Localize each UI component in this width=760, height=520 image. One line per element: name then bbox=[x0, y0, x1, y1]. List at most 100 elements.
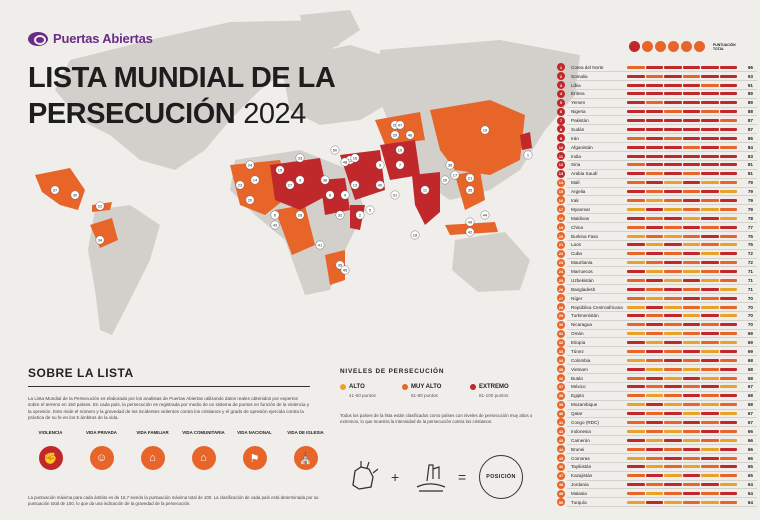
sphere-bars bbox=[627, 101, 737, 105]
levels-legend: NIVELES DE PERSECUCIÓN ALTO 41-60 puntos… bbox=[340, 368, 540, 424]
sphere-bars bbox=[627, 500, 737, 504]
country-name: Turquía bbox=[571, 499, 587, 505]
ranking-row: 24 Marruecos 71 bbox=[557, 267, 757, 276]
country-name: Níger bbox=[571, 295, 583, 301]
rank-number: 1 bbox=[557, 63, 565, 72]
map-marker-dot bbox=[450, 170, 460, 180]
ranking-row: 11 India 83 bbox=[557, 152, 757, 161]
country-name: Eritrea bbox=[571, 91, 585, 97]
sphere-bar bbox=[701, 438, 719, 442]
sphere-bar bbox=[627, 358, 645, 362]
ranking-row: 37 México 67 bbox=[557, 382, 757, 392]
sphere-bar bbox=[664, 145, 682, 149]
position-circle: POSICIÓN bbox=[479, 455, 523, 499]
map-marker-dot bbox=[245, 195, 255, 205]
sphere-bar bbox=[701, 216, 719, 220]
rank-number: 47 bbox=[557, 471, 565, 480]
ranking-row: 21 Laos 75 bbox=[557, 240, 757, 250]
map-marker: 15 bbox=[275, 165, 285, 175]
map-marker-label: 50 bbox=[333, 148, 338, 153]
sphere-bars bbox=[627, 136, 737, 140]
total-score: 68 bbox=[747, 402, 753, 408]
map-marker: 16 bbox=[350, 153, 360, 163]
rank-number: 36 bbox=[557, 374, 565, 383]
row-divider bbox=[567, 293, 757, 294]
sphere-bar bbox=[719, 323, 737, 327]
ranking-row: 10 Afganistán 84 bbox=[557, 143, 757, 152]
total-score-header: PUNTUACIÓN TOTAL bbox=[713, 42, 736, 51]
sphere-bar bbox=[627, 190, 645, 194]
map-marker: 42 bbox=[465, 227, 475, 237]
sphere-bar bbox=[627, 332, 645, 336]
sphere-bar bbox=[719, 385, 737, 389]
sphere-bar bbox=[719, 278, 737, 282]
map-marker-label: 39 bbox=[338, 263, 343, 268]
sphere-bar bbox=[664, 83, 682, 87]
sphere-bars bbox=[627, 474, 737, 478]
sphere-bar bbox=[645, 181, 663, 185]
about-section: SOBRE LA LISTA La Lista Mundial de la Pe… bbox=[28, 366, 310, 422]
sphere-bar bbox=[664, 394, 682, 398]
sphere-bar bbox=[627, 278, 645, 282]
map-marker-dot bbox=[295, 153, 305, 163]
map-marker-dot bbox=[420, 185, 430, 195]
ranking-row: 9 Irán 86 bbox=[557, 134, 757, 143]
map-marker: 4 bbox=[340, 190, 350, 200]
level-very-high-name: MUY ALTO bbox=[411, 384, 442, 390]
rank-number: 44 bbox=[557, 445, 565, 454]
country-name: Burkina Faso bbox=[571, 233, 599, 239]
map-marker-label: 27 bbox=[288, 183, 293, 188]
country-name: Myanmar bbox=[571, 206, 591, 212]
sphere-bars bbox=[627, 376, 737, 380]
row-divider bbox=[567, 408, 757, 410]
country-name: Mozambique bbox=[571, 402, 598, 408]
map-marker-label: 35 bbox=[468, 188, 473, 193]
country-name: Vietnam bbox=[571, 366, 588, 372]
country-name: Sudán bbox=[571, 126, 585, 132]
central-africa-region bbox=[275, 205, 315, 255]
total-score: 68 bbox=[747, 366, 753, 372]
map-marker-dot bbox=[375, 160, 385, 170]
total-score: 64 bbox=[747, 482, 753, 488]
country-name: Bután bbox=[571, 375, 584, 381]
map-marker: 1 bbox=[523, 150, 533, 160]
sphere-bar bbox=[664, 492, 682, 496]
sphere-bar bbox=[719, 332, 737, 336]
sphere-bar bbox=[719, 136, 737, 140]
sphere-bars bbox=[627, 332, 737, 336]
map-marker-dot bbox=[395, 120, 405, 130]
sphere-bar bbox=[682, 145, 700, 149]
sphere-bar bbox=[664, 305, 682, 309]
rank-number: 20 bbox=[557, 232, 565, 241]
sphere-bar bbox=[701, 500, 719, 504]
row-divider bbox=[567, 417, 757, 418]
ranking-row: 8 Sudán 87 bbox=[557, 125, 757, 134]
sphere-bar bbox=[645, 163, 663, 167]
sphere-item: VIOLENCIA ✊ bbox=[28, 430, 73, 470]
sphere-bars bbox=[627, 349, 737, 353]
map-marker-label: 18 bbox=[413, 233, 418, 238]
total-score: 68 bbox=[747, 393, 753, 399]
brand-name: Puertas Abiertas bbox=[53, 31, 153, 46]
sphere-bars bbox=[627, 261, 737, 265]
map-marker-label: 40 bbox=[378, 183, 383, 188]
sphere-bar bbox=[645, 278, 663, 282]
sphere-bar bbox=[682, 492, 700, 496]
sphere-bar bbox=[719, 314, 737, 318]
sphere-bars bbox=[627, 65, 737, 69]
country-name: Malí bbox=[571, 180, 580, 186]
europe-land bbox=[280, 45, 400, 125]
sphere-bar bbox=[645, 234, 663, 238]
sphere-bar bbox=[701, 261, 719, 265]
sphere-bar bbox=[645, 403, 663, 407]
sphere-bar bbox=[627, 447, 645, 451]
ranking-row: 44 Brunei 66 bbox=[557, 445, 757, 454]
country-name: Colombia bbox=[571, 357, 591, 363]
rank-number: 23 bbox=[557, 258, 565, 267]
total-score: 65 bbox=[747, 464, 753, 470]
sphere-bar bbox=[627, 474, 645, 478]
sphere-bar bbox=[627, 270, 645, 274]
map-marker: 21 bbox=[465, 173, 475, 183]
map-marker-label: 20 bbox=[248, 198, 253, 203]
about-text: La Lista Mundial de la Persecución es el… bbox=[28, 396, 310, 421]
